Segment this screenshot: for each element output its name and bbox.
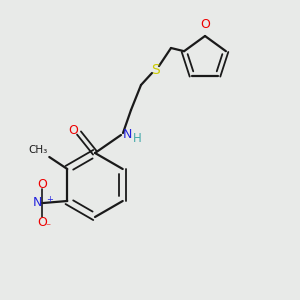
Text: +: +	[46, 194, 53, 203]
Text: O: O	[37, 217, 47, 230]
Text: O: O	[68, 124, 78, 137]
Text: ⁻: ⁻	[46, 222, 51, 232]
Text: O: O	[200, 18, 210, 31]
Text: N: N	[33, 196, 42, 209]
Text: S: S	[151, 63, 159, 77]
Text: N: N	[123, 128, 132, 140]
Text: CH₃: CH₃	[28, 145, 47, 155]
Text: H: H	[133, 131, 142, 145]
Text: O: O	[37, 178, 47, 191]
